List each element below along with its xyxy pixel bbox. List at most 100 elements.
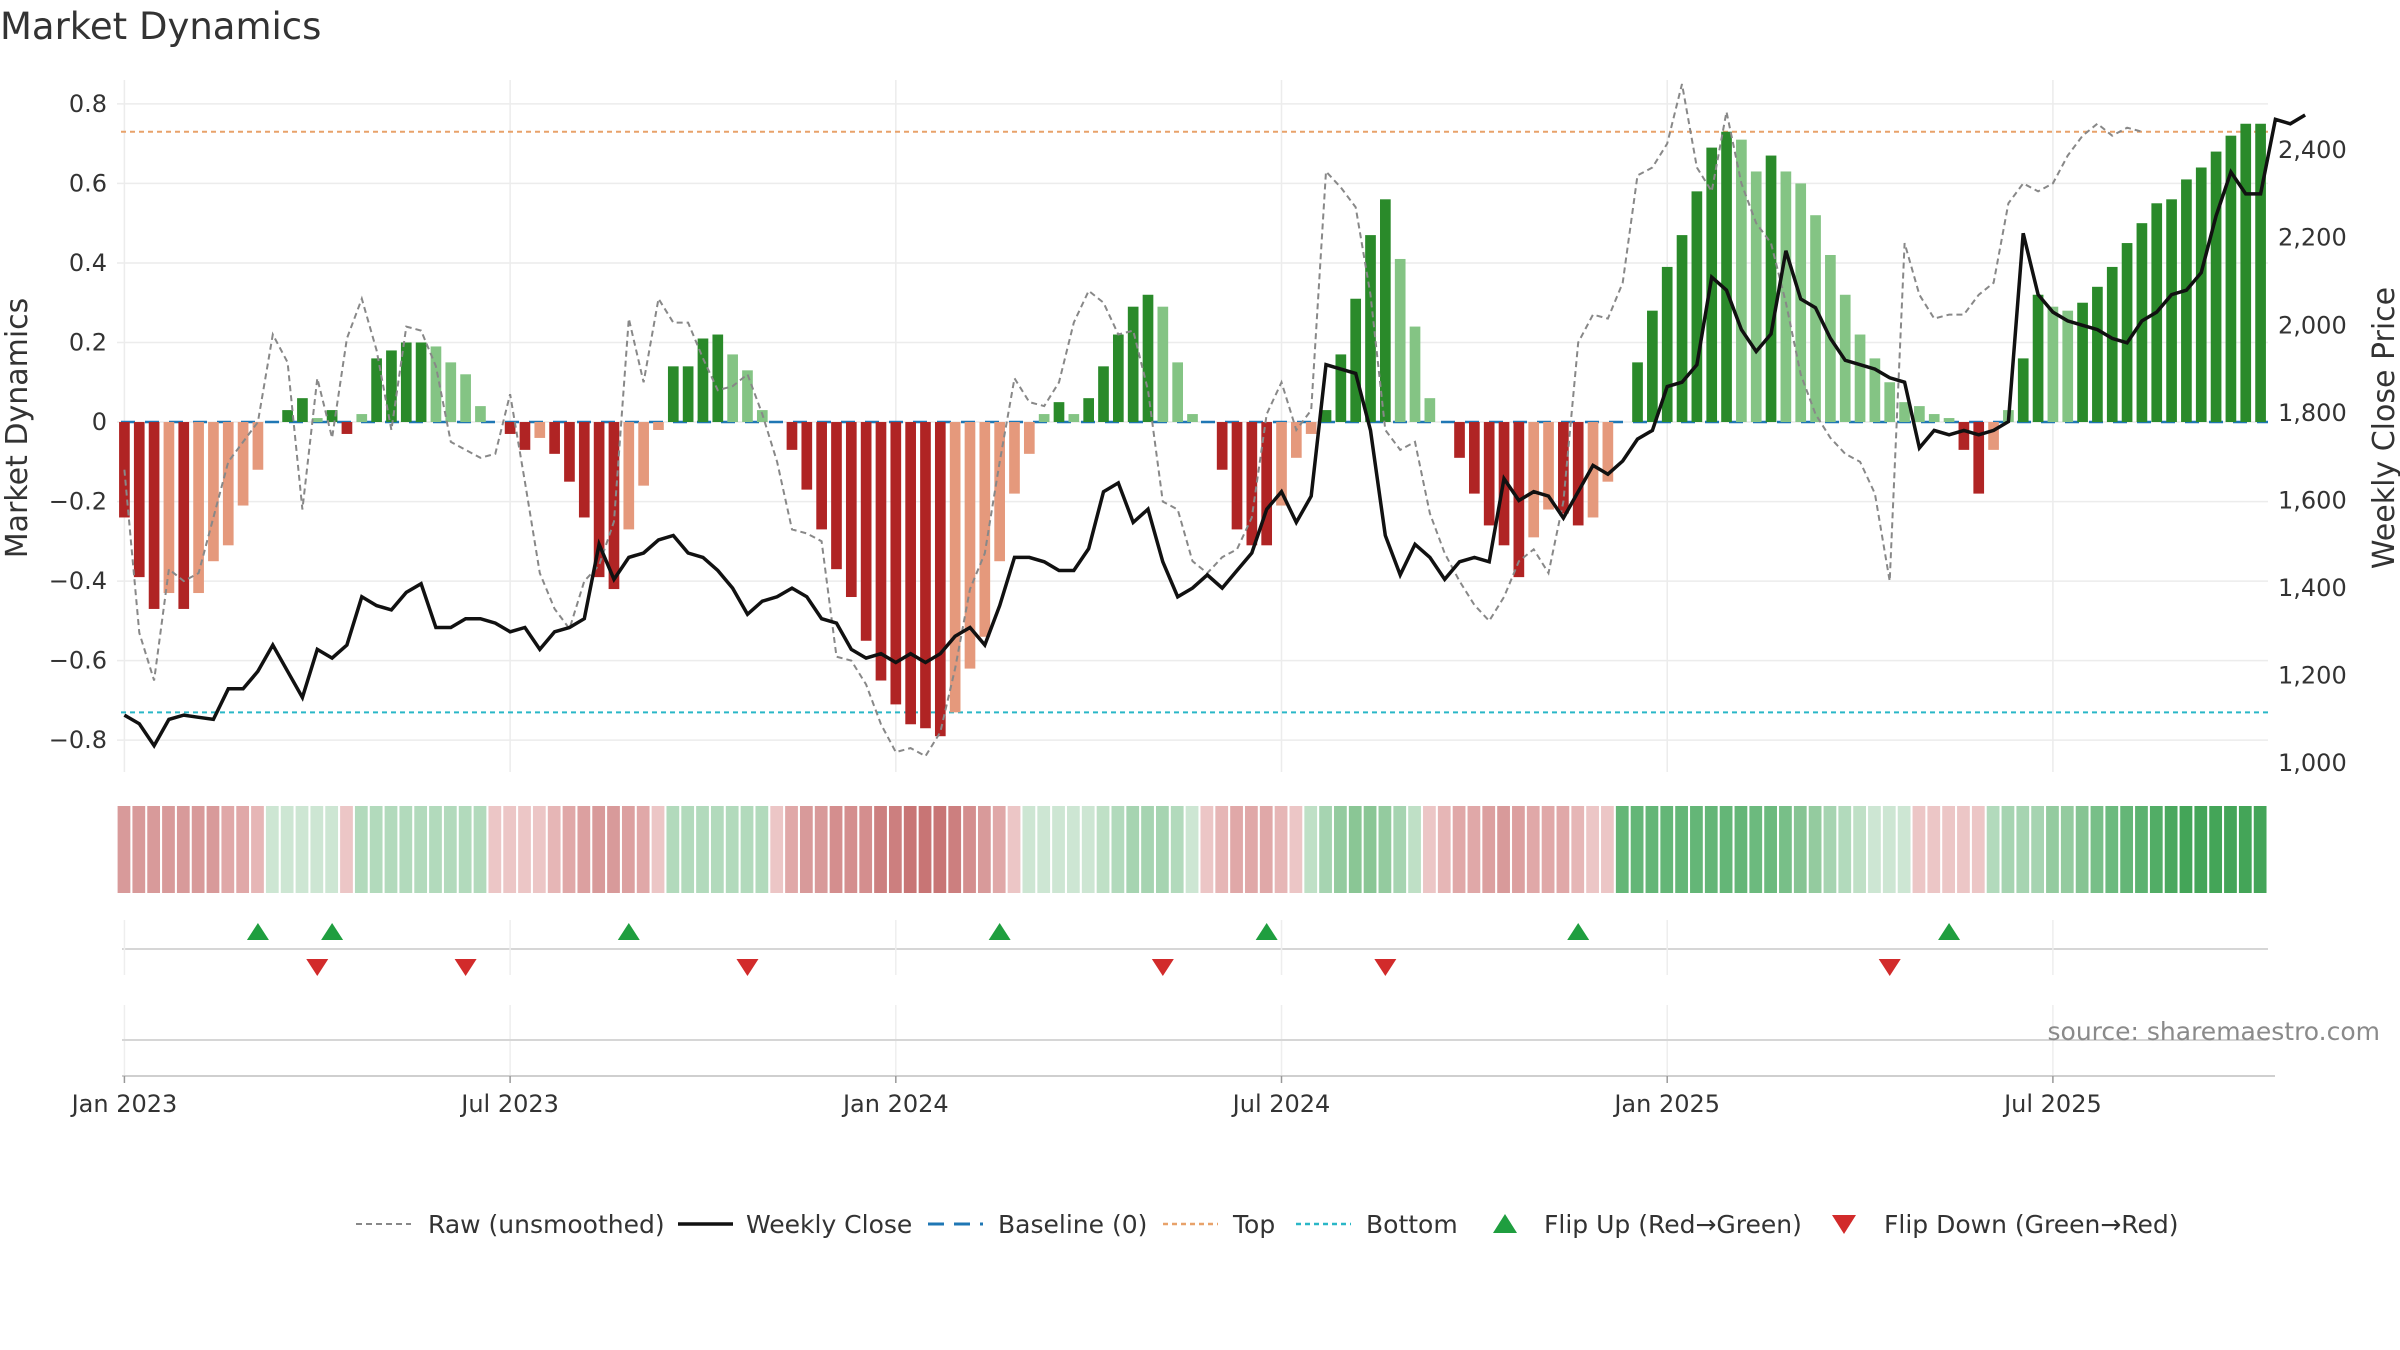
ribbon-cell-80: [1304, 806, 1318, 893]
y-tick-label-1: 0.6: [69, 169, 107, 197]
bar-83: [1350, 298, 1362, 423]
bar-1: [133, 422, 145, 578]
bar-102: [1632, 362, 1643, 423]
ribbon-cell-29: [547, 806, 561, 893]
ribbon-cell-1: [132, 806, 146, 893]
bar-50: [860, 422, 872, 641]
bar-112: [1780, 171, 1792, 423]
bar-57: [964, 422, 976, 669]
ribbon-cell-7: [221, 806, 235, 893]
ribbon-cell-99: [1586, 806, 1599, 893]
bar-46: [801, 422, 813, 490]
ribbon-cell-113: [1793, 806, 1807, 893]
ribbon-cell-16: [354, 806, 368, 893]
bar-139: [2181, 179, 2192, 423]
ribbon-cell-55: [933, 806, 947, 893]
ribbon-cell-68: [1126, 806, 1140, 893]
ribbon-cell-109: [1734, 806, 1748, 893]
x-tick-label-5: Jul 2025: [2002, 1090, 2102, 1118]
ribbon-cell-4: [176, 806, 190, 893]
y2-tick-label-4: 1,600: [2278, 486, 2347, 514]
bar-133: [2092, 286, 2103, 423]
chart-title: Market Dynamics: [0, 5, 321, 48]
ribbon-cell-79: [1289, 806, 1303, 893]
bar-39: [697, 338, 709, 423]
bar-14: [326, 410, 338, 423]
ribbon-cell-5: [191, 806, 205, 893]
ribbon-cell-121: [1912, 806, 1926, 893]
bar-33: [608, 422, 620, 590]
bar-123: [1943, 418, 1955, 423]
bar-113: [1795, 183, 1807, 423]
bar-51: [875, 422, 887, 681]
bar-35: [638, 422, 649, 486]
ribbon-cell-111: [1764, 806, 1777, 893]
flip-up-marker-2: [617, 923, 640, 940]
ribbon-cell-12: [295, 806, 309, 893]
bar-38: [682, 366, 694, 423]
ribbon-cell-102: [1630, 806, 1644, 893]
legend-swatch-flip-up: [1493, 1214, 1517, 1233]
bar-60: [1009, 422, 1020, 494]
ribbon-cell-115: [1823, 806, 1837, 893]
ribbon-cell-138: [2164, 806, 2178, 893]
bar-18: [386, 350, 397, 423]
ribbon-cell-144: [2253, 806, 2267, 893]
x-tick-label-3: Jul 2024: [1231, 1090, 1331, 1118]
bar-81: [1320, 410, 1332, 423]
bar-76: [1246, 422, 1258, 546]
y-tick-label-8: −0.8: [49, 726, 107, 754]
ribbon-cell-107: [1704, 806, 1718, 893]
ribbon-cell-143: [2238, 806, 2252, 893]
bar-97: [1558, 422, 1569, 514]
ribbon-cell-31: [577, 806, 591, 893]
ribbon-cell-17: [369, 806, 383, 893]
ribbon-cell-76: [1245, 806, 1258, 893]
ribbon-cell-110: [1749, 806, 1763, 893]
bar-70: [1157, 306, 1169, 423]
ribbon-cell-125: [1971, 806, 1985, 893]
bar-67: [1112, 334, 1124, 423]
ribbon-cell-20: [414, 806, 428, 893]
y-tick-label-0: 0.8: [69, 90, 107, 118]
ribbon-cell-100: [1601, 806, 1614, 893]
bar-53: [905, 422, 916, 725]
bar-34: [623, 422, 635, 530]
legend-label-6: Flip Down (Green→Red): [1884, 1210, 2179, 1239]
bar-121: [1914, 406, 1925, 423]
ribbon-cell-22: [443, 806, 457, 893]
y-tick-label-4: 0: [92, 408, 107, 436]
bar-49: [845, 422, 857, 598]
bar-69: [1142, 294, 1154, 423]
bar-143: [2240, 123, 2252, 423]
empty-bottom-panel: [122, 1005, 2275, 1077]
y2-axis-label: Weekly Close Price: [2367, 287, 2400, 569]
ribbon-cell-97: [1556, 806, 1570, 893]
ribbon-cell-25: [488, 806, 502, 893]
bar-4: [178, 422, 190, 609]
ribbon-cell-122: [1927, 806, 1941, 893]
bar-96: [1543, 422, 1554, 510]
ribbon-cell-26: [503, 806, 517, 893]
bar-47: [816, 422, 827, 530]
bar-3: [163, 422, 175, 594]
bar-61: [1023, 422, 1035, 454]
bar-122: [1928, 414, 1940, 423]
ribbon-cell-23: [458, 806, 472, 893]
bar-87: [1409, 326, 1421, 423]
y2-tick-label-2: 2,000: [2278, 311, 2347, 339]
ribbon-cell-15: [340, 806, 353, 893]
y-axis-left: 0.8 0.6 0.4 0.2 0 −0.2 −0.4 −0.6 −0.8: [49, 90, 107, 754]
main-grid: [117, 80, 2268, 772]
ribbon-cell-46: [799, 806, 813, 893]
ribbon-cell-88: [1423, 806, 1436, 893]
bar-91: [1469, 422, 1480, 494]
bar-132: [2077, 302, 2088, 423]
ribbon-cell-19: [399, 806, 413, 893]
ribbon-cell-136: [2135, 806, 2148, 893]
x-tick-label-2: Jan 2024: [841, 1090, 949, 1118]
legend-label-0: Raw (unsmoothed): [428, 1210, 665, 1239]
ribbon-cell-21: [429, 806, 442, 893]
ribbon-cell-3: [162, 806, 175, 893]
ribbon-cell-112: [1779, 806, 1792, 893]
